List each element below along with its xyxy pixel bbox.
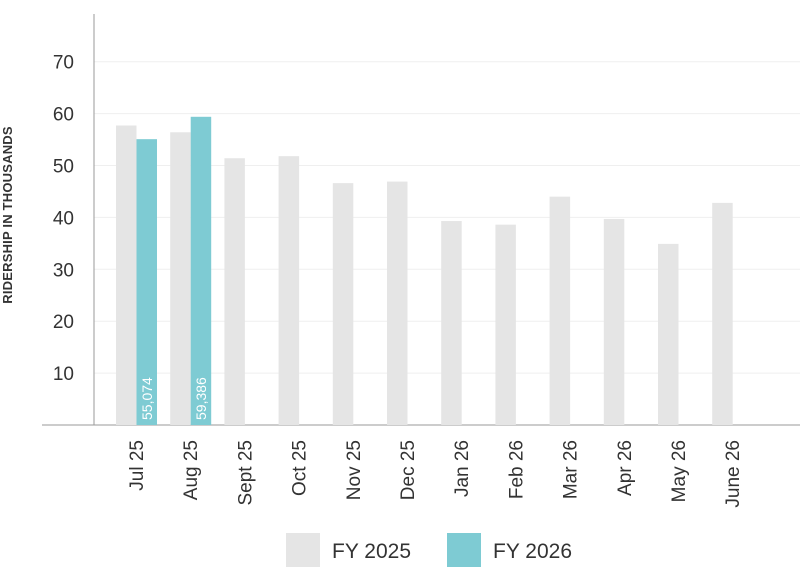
bar-fy-2025: [278, 156, 300, 425]
legend-swatch: [286, 533, 320, 567]
x-tick-label: Sept 25: [235, 440, 256, 506]
y-tick-label: 50: [53, 157, 74, 178]
y-tick-label: 30: [53, 260, 74, 281]
bar-fy-2025: [116, 125, 137, 426]
bar-fy-2025: [441, 221, 462, 425]
bar-fy-2025: [549, 196, 571, 425]
legend-label: FY 2025: [332, 540, 411, 563]
bar-fy-2026: [136, 139, 157, 425]
legend: FY 2025 FY 2026: [286, 533, 572, 567]
y-axis-label: RIDERSHIP IN THOUSANDS: [0, 126, 15, 304]
y-tick-label: 60: [53, 105, 74, 126]
data-label: 59,386: [193, 377, 209, 420]
bar-fy-2025: [495, 224, 516, 425]
y-tick-label: 40: [53, 208, 74, 229]
data-label: 55,074: [139, 377, 155, 420]
tick-labels: 10 20 30 40 50 60 70 Jul 25 Aug 25 Sept 25 Oct 25 N…: [53, 53, 744, 508]
y-tick-label: 10: [53, 364, 74, 385]
legend-swatch: [447, 533, 481, 567]
bar-fy-2025: [603, 218, 625, 425]
bar-fy-2026: [190, 116, 212, 426]
legend-label: FY 2026: [493, 540, 572, 563]
x-tick-label: Nov 25: [344, 440, 365, 500]
bar-fy-2025: [387, 181, 408, 425]
x-tick-label: May 26: [669, 440, 690, 502]
bar-fy-2025: [332, 183, 354, 425]
x-tick-label: Aug 25: [181, 440, 202, 500]
x-tick-label: Jan 26: [452, 440, 473, 497]
bar-fy-2025: [170, 132, 191, 425]
x-tick-label: Mar 26: [561, 440, 582, 499]
x-tick-label: Apr 26: [615, 440, 636, 496]
x-tick-label: Jul 25: [127, 440, 148, 491]
bar-fy-2025: [224, 158, 245, 425]
bar-fy-2025: [658, 243, 679, 425]
y-tick-label: 20: [53, 312, 74, 333]
x-tick-label: June 26: [723, 440, 744, 508]
x-tick-label: Dec 25: [398, 440, 419, 500]
bars: 55,074 59,386: [116, 116, 733, 426]
x-tick-label: Feb 26: [506, 440, 527, 499]
y-tick-label: 70: [53, 53, 74, 74]
bar-fy-2025: [712, 202, 733, 425]
x-tick-label: Oct 25: [290, 440, 311, 496]
